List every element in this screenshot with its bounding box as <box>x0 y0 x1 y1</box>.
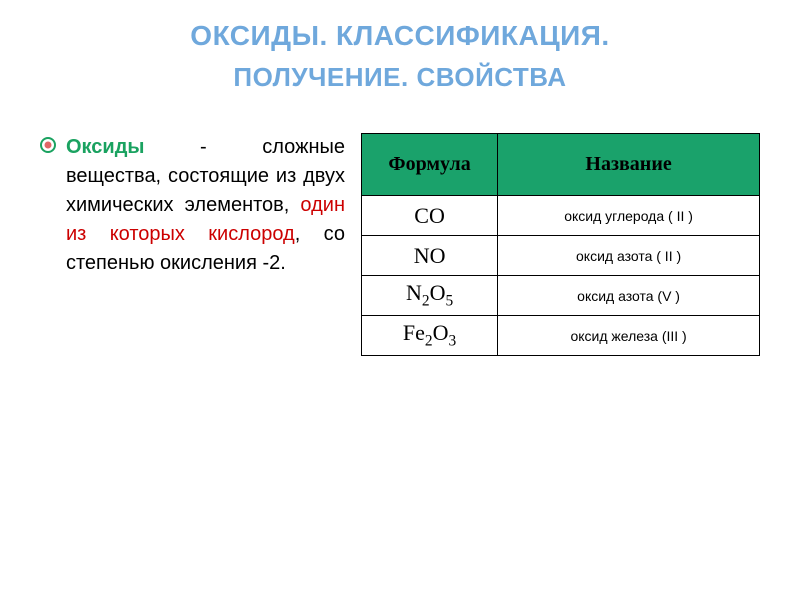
oxides-table: Формула Название COоксид углерода ( II )… <box>361 133 760 356</box>
table-row: NOоксид азота ( II ) <box>362 236 760 276</box>
table-row: Fe2O3оксид железа (III ) <box>362 316 760 356</box>
table-block: Формула Название COоксид углерода ( II )… <box>361 133 760 356</box>
cell-formula: CO <box>362 196 498 236</box>
table-header-formula: Формула <box>362 134 498 196</box>
content-row: Оксиды - сложные вещества, состоящие из … <box>40 133 760 356</box>
title-block: ОКСИДЫ. КЛАССИФИКАЦИЯ. ПОЛУЧЕНИЕ. СВОЙСТ… <box>40 20 760 93</box>
slide: ОКСИДЫ. КЛАССИФИКАЦИЯ. ПОЛУЧЕНИЕ. СВОЙСТ… <box>0 0 800 600</box>
bullet-inner <box>45 142 52 149</box>
table-header-name: Название <box>498 134 760 196</box>
cell-name: оксид углерода ( II ) <box>498 196 760 236</box>
cell-name: оксид азота (V ) <box>498 276 760 316</box>
cell-name: оксид железа (III ) <box>498 316 760 356</box>
cell-formula: NO <box>362 236 498 276</box>
table-header-row: Формула Название <box>362 134 760 196</box>
table-row: N2O5оксид азота (V ) <box>362 276 760 316</box>
definition-term: Оксиды <box>66 136 145 158</box>
bullet-row: Оксиды - сложные вещества, состоящие из … <box>40 133 345 278</box>
title-line-1: ОКСИДЫ. КЛАССИФИКАЦИЯ. <box>40 20 760 52</box>
cell-formula: N2O5 <box>362 276 498 316</box>
cell-name: оксид азота ( II ) <box>498 236 760 276</box>
title-line-2: ПОЛУЧЕНИЕ. СВОЙСТВА <box>40 62 760 93</box>
cell-formula: Fe2O3 <box>362 316 498 356</box>
table-row: COоксид углерода ( II ) <box>362 196 760 236</box>
bullet-icon <box>40 137 56 153</box>
definition-block: Оксиды - сложные вещества, состоящие из … <box>40 133 345 278</box>
table-body: COоксид углерода ( II )NOоксид азота ( I… <box>362 196 760 356</box>
definition-text: Оксиды - сложные вещества, состоящие из … <box>66 133 345 278</box>
